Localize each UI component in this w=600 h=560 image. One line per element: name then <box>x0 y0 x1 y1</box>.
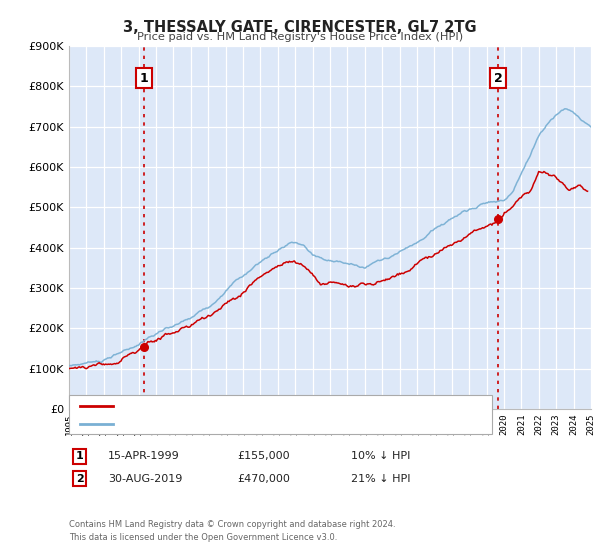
Text: 1: 1 <box>76 451 83 461</box>
Text: Price paid vs. HM Land Registry's House Price Index (HPI): Price paid vs. HM Land Registry's House … <box>137 32 463 43</box>
Text: 21% ↓ HPI: 21% ↓ HPI <box>351 474 410 484</box>
Text: 2: 2 <box>494 72 503 85</box>
Text: 2: 2 <box>76 474 83 484</box>
Text: £155,000: £155,000 <box>237 451 290 461</box>
Text: HPI: Average price, detached house, Cotswold: HPI: Average price, detached house, Cots… <box>120 419 361 429</box>
Text: 10% ↓ HPI: 10% ↓ HPI <box>351 451 410 461</box>
Text: 1: 1 <box>139 72 148 85</box>
Text: £470,000: £470,000 <box>237 474 290 484</box>
Text: 3, THESSALY GATE, CIRENCESTER, GL7 2TG (detached house): 3, THESSALY GATE, CIRENCESTER, GL7 2TG (… <box>120 401 440 411</box>
Text: Contains HM Land Registry data © Crown copyright and database right 2024.: Contains HM Land Registry data © Crown c… <box>69 520 395 529</box>
Text: This data is licensed under the Open Government Licence v3.0.: This data is licensed under the Open Gov… <box>69 533 337 542</box>
Text: 15-APR-1999: 15-APR-1999 <box>108 451 180 461</box>
Text: 3, THESSALY GATE, CIRENCESTER, GL7 2TG: 3, THESSALY GATE, CIRENCESTER, GL7 2TG <box>123 20 477 35</box>
Text: 30-AUG-2019: 30-AUG-2019 <box>108 474 182 484</box>
